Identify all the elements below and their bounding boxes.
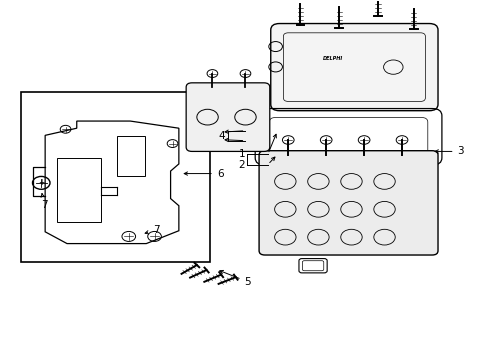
FancyBboxPatch shape xyxy=(186,83,269,152)
Text: 6: 6 xyxy=(184,168,223,179)
FancyBboxPatch shape xyxy=(259,151,437,255)
Bar xyxy=(21,93,210,262)
Text: DELPHI: DELPHI xyxy=(323,56,343,61)
Text: 7: 7 xyxy=(41,194,47,210)
Text: 4: 4 xyxy=(219,131,225,141)
Text: +: + xyxy=(38,178,44,187)
Text: 3: 3 xyxy=(434,147,463,157)
Text: 5: 5 xyxy=(220,270,251,287)
Text: 7: 7 xyxy=(145,225,160,235)
FancyBboxPatch shape xyxy=(270,23,437,111)
Text: 2: 2 xyxy=(238,160,244,170)
Text: 1: 1 xyxy=(238,149,244,158)
